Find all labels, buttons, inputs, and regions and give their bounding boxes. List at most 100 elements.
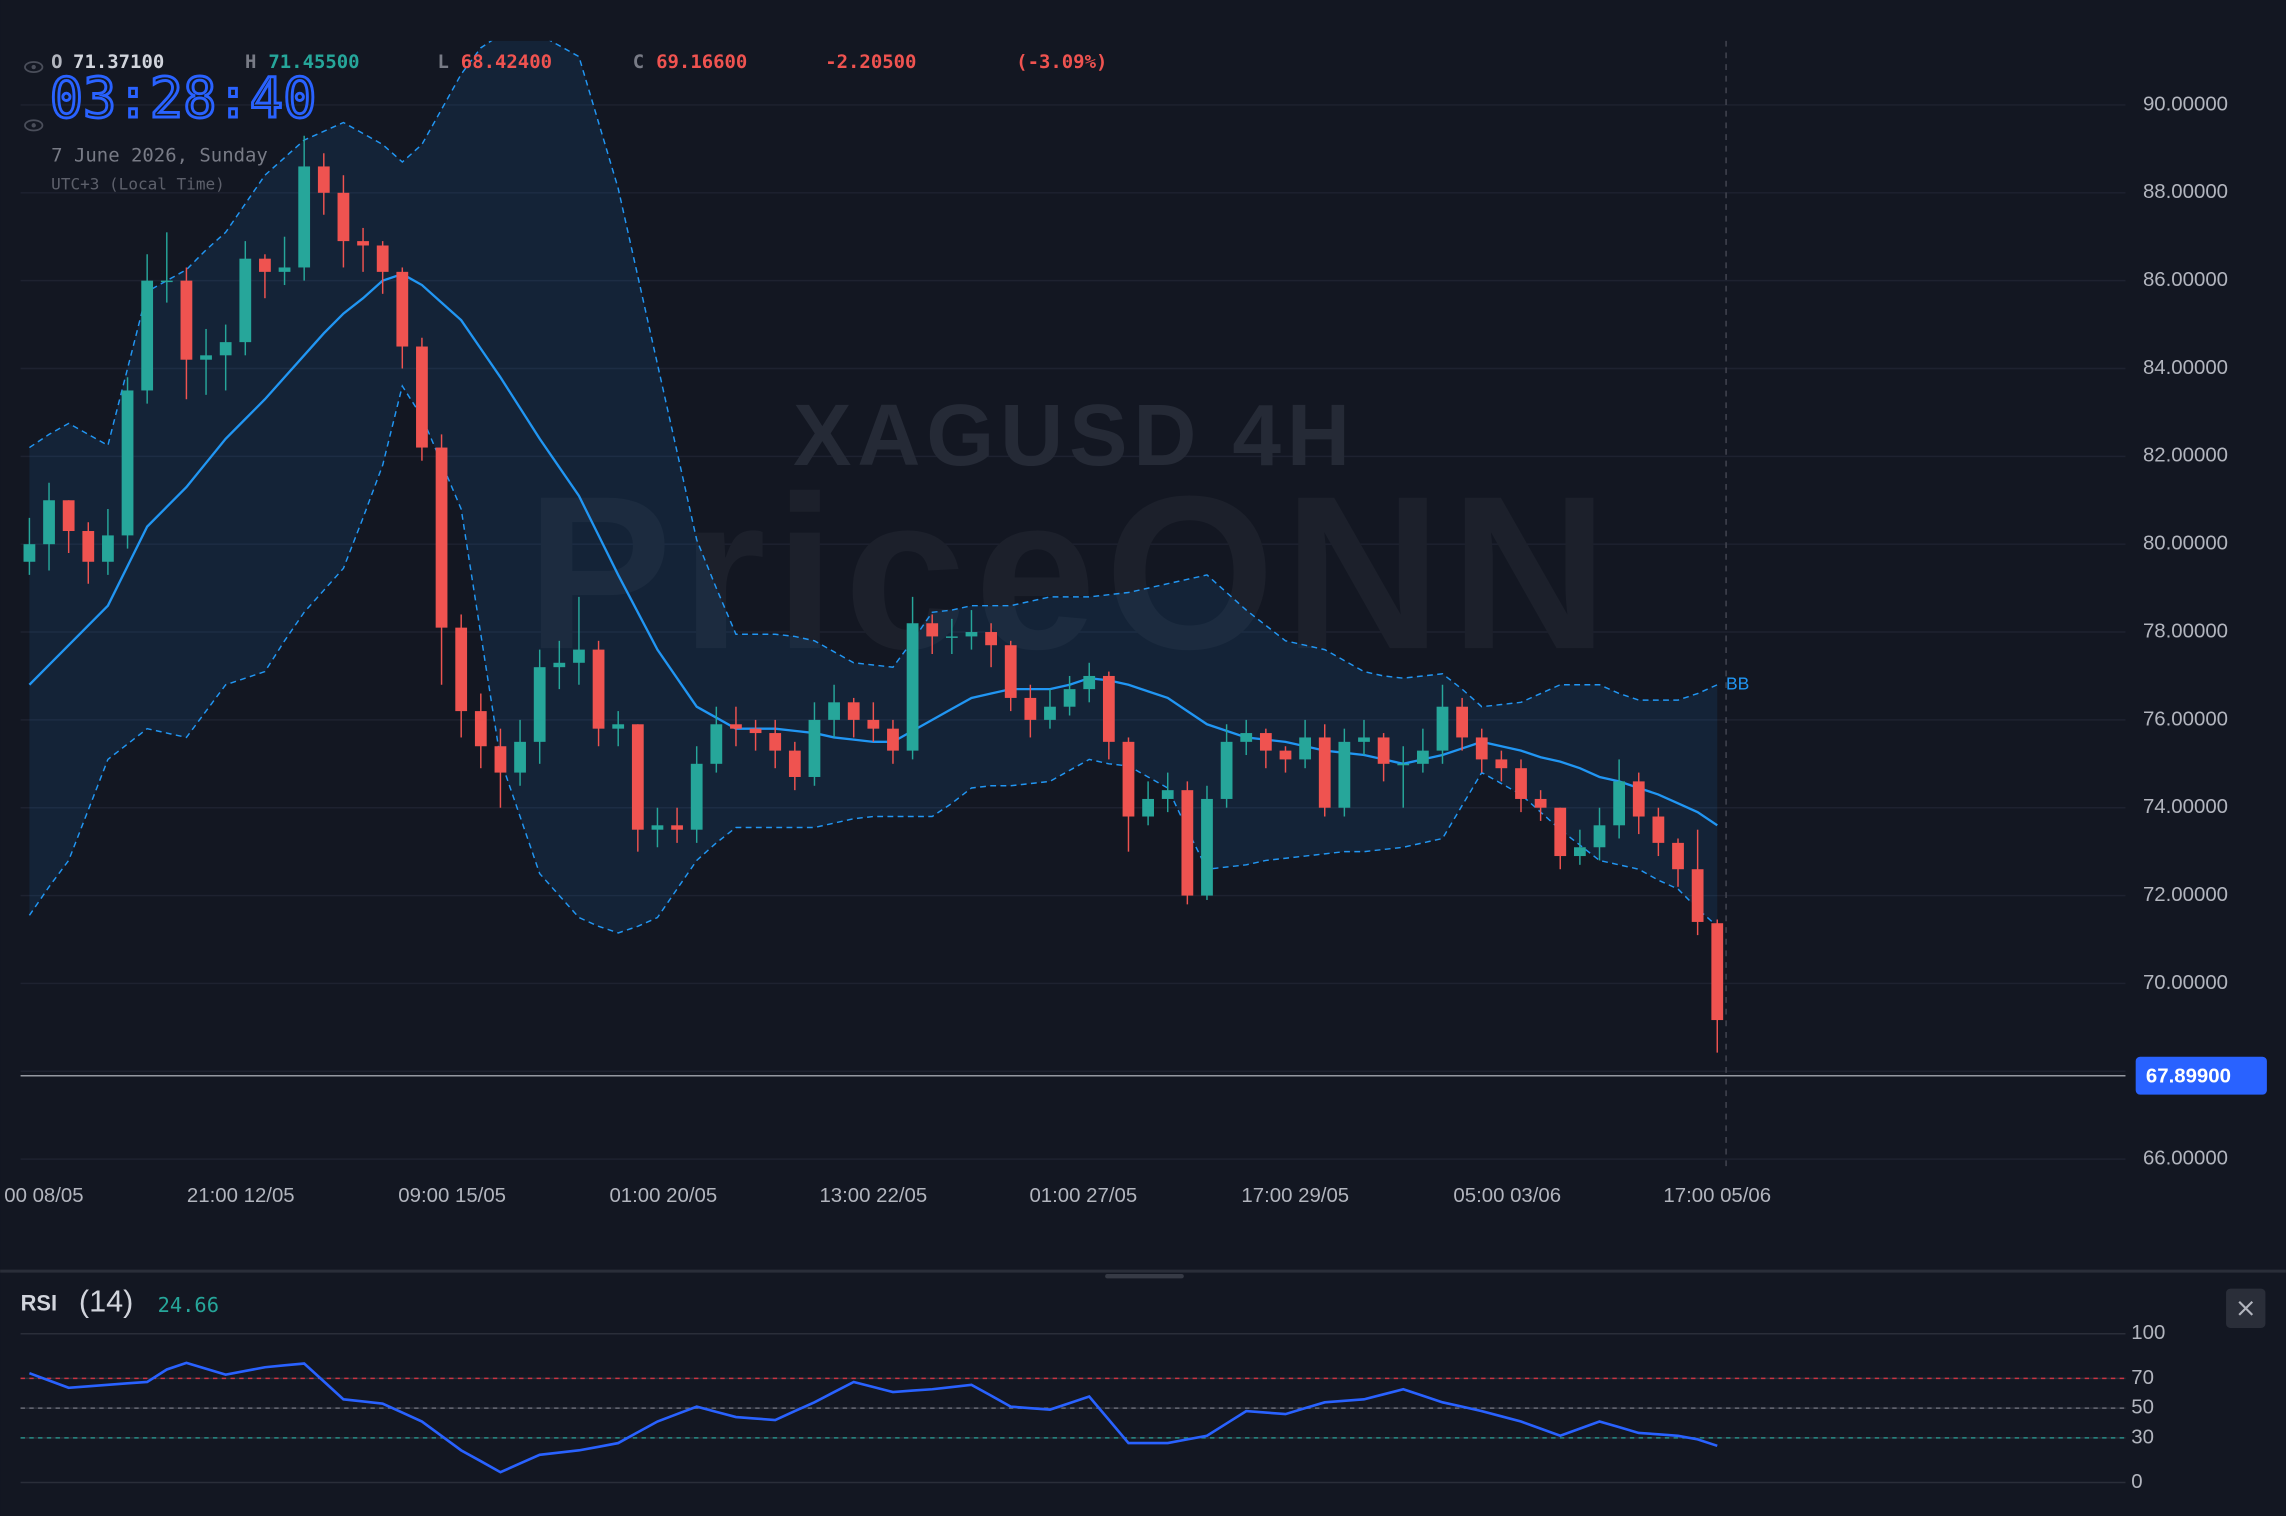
candle-body (474, 711, 487, 747)
x-tick-label: 17:00 05/06 (1663, 1185, 1771, 1207)
candle-body (1083, 675, 1096, 690)
x-tick-label: 05:00 03/06 (1453, 1185, 1561, 1207)
candle-body (1063, 689, 1076, 707)
x-tick-label: 00 08/05 (4, 1185, 83, 1207)
candle-body (278, 267, 291, 272)
candle-body (82, 531, 95, 562)
x-tick-label: 01:00 20/05 (609, 1185, 717, 1207)
pane-resize-handle[interactable] (1105, 1274, 1184, 1279)
candle-body (1475, 737, 1488, 760)
candle-body (219, 342, 232, 356)
candle-body (1573, 847, 1586, 857)
y-tick-label: 50 (2131, 1397, 2154, 1419)
candle-body (1279, 750, 1292, 760)
candle-body (455, 627, 468, 712)
candle-body (514, 741, 526, 773)
y-tick-label: 70.00000 (2143, 972, 2228, 994)
candle-body (1554, 807, 1567, 857)
candle-body (317, 166, 330, 193)
y-tick-label: 76.00000 (2143, 708, 2228, 730)
candle-body (671, 825, 683, 830)
candle-body (1691, 869, 1704, 922)
band-middle (28, 272, 1718, 827)
change-percent: (-3.09%) (1016, 51, 1107, 73)
y-tick-label: 78.00000 (2143, 620, 2228, 642)
candle-body (1201, 798, 1213, 896)
candle-body (965, 632, 978, 637)
rsi-line (28, 1361, 1718, 1474)
candle-body (573, 649, 585, 663)
candle-body (121, 390, 134, 536)
indicator-name: RSI (21, 1290, 57, 1315)
candle-body (376, 245, 389, 272)
candle-body (553, 662, 566, 668)
candle-body (23, 544, 36, 562)
candle-body (1044, 706, 1056, 720)
close-pane-button[interactable] (2226, 1288, 2266, 1328)
candle-body (200, 355, 212, 360)
band-lower (28, 384, 1718, 934)
candle-body (612, 724, 625, 729)
watermark-symbol: XAGUSD 4H (793, 386, 1356, 484)
candle-body (788, 750, 801, 777)
y-tick-label: 86.00000 (2143, 269, 2228, 291)
last-price-label: 67.89900 (2146, 1066, 2231, 1088)
x-tick-label: 09:00 15/05 (398, 1185, 506, 1207)
eye-icon[interactable] (24, 119, 44, 132)
eye-pupil (31, 123, 36, 128)
candle-body (730, 724, 742, 729)
candle-body (357, 241, 369, 246)
candle-body (180, 280, 193, 360)
y-tick-label: 100 (2131, 1322, 2165, 1344)
y-tick-label: 82.00000 (2143, 445, 2228, 467)
y-tick-label: 90.00000 (2143, 93, 2228, 115)
y-tick-label: 80.00000 (2143, 533, 2228, 555)
candle-body (102, 535, 114, 562)
y-tick-label: 30 (2131, 1426, 2154, 1448)
indicator-params: (14) (79, 1284, 133, 1318)
y-tick-label: 74.00000 (2143, 796, 2228, 818)
candle-body (337, 192, 350, 242)
candle-body (1632, 781, 1645, 817)
candle-body (1259, 733, 1272, 751)
candle-body (1593, 825, 1606, 848)
candle-body (592, 649, 605, 729)
last-price-tag (2135, 1056, 2267, 1095)
grid-layer (20, 104, 2126, 1160)
x-tick-label: 21:00 12/05 (187, 1185, 295, 1207)
candle-body (1338, 741, 1351, 808)
eye-icon[interactable] (24, 61, 44, 74)
candle-body (631, 724, 644, 830)
x-tick-label: 17:00 29/05 (1241, 1185, 1349, 1207)
candle-body (1024, 697, 1037, 720)
candle-body (1456, 706, 1469, 738)
y-tick-label: 72.00000 (2143, 884, 2228, 906)
axis-layer: 66.0000068.0000070.0000072.0000074.00000… (4, 93, 2267, 1207)
candle-body (1299, 737, 1311, 760)
ohlc-key: L (437, 51, 448, 73)
candle-body (1672, 842, 1684, 870)
timezone: UTC+3 (Local Time) (51, 175, 225, 194)
eye-pupil (31, 64, 36, 70)
candle-body (259, 258, 271, 272)
y-tick-label: 88.00000 (2143, 181, 2228, 203)
candle-body (926, 623, 939, 637)
candle-body (769, 733, 782, 751)
candle-body (533, 667, 546, 742)
x-tick-label: 01:00 27/05 (1029, 1185, 1137, 1207)
date: 7 June 2026, Sunday (51, 144, 268, 166)
candle-body (1436, 706, 1449, 751)
y-tick-label: 70 (2131, 1367, 2154, 1389)
overlay-label: BB (1726, 673, 1749, 693)
rsi-pane: 100 70 50 30 0 (20, 1322, 2165, 1493)
candle-body (1613, 781, 1626, 826)
candle-body (945, 636, 958, 638)
candle-body (1161, 790, 1174, 799)
candle-body (906, 623, 919, 751)
candle-body (1652, 816, 1665, 843)
watermark-brand: PriceONN (526, 451, 1617, 695)
candle-body (435, 447, 448, 628)
ohlc-key: H (245, 51, 256, 73)
ohlc-legend: O 71.37100 H 71.45500 L 68.42400 C 69.16… (51, 51, 1107, 73)
